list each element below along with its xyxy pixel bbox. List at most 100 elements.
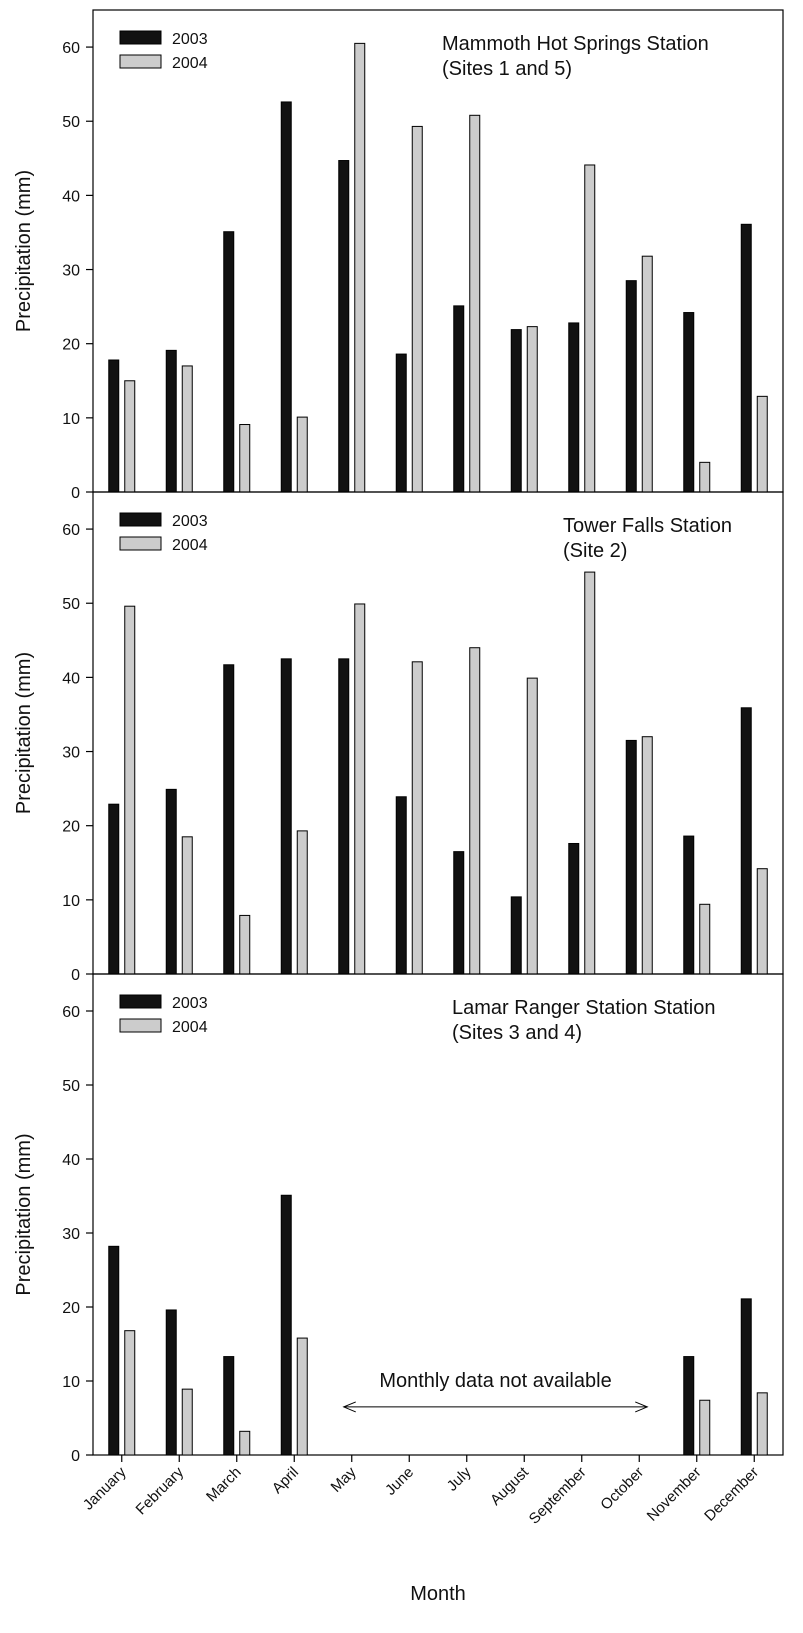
bar-2003-august — [510, 896, 522, 975]
bar-2004-january — [124, 1330, 136, 1456]
panel-title: Mammoth Hot Springs Station — [442, 33, 709, 55]
y-tick-label: 10 — [62, 411, 80, 428]
y-tick-label: 50 — [62, 1078, 80, 1095]
y-tick-label: 60 — [62, 522, 80, 539]
panel-subtitle: (Site 2) — [563, 540, 627, 562]
bar-2004-january — [124, 380, 136, 493]
bar-2004-february — [181, 1388, 193, 1456]
y-tick-label: 0 — [71, 1448, 80, 1465]
annotation-arrow-right — [635, 1401, 649, 1413]
bar-2004-march — [239, 424, 251, 493]
bar-2004-july — [469, 647, 481, 975]
legend-swatch-2004 — [119, 536, 162, 551]
month-label-january: January — [80, 1463, 130, 1513]
y-tick-label: 0 — [71, 967, 80, 984]
bar-2004-february — [181, 836, 193, 975]
bar-2004-may — [354, 42, 366, 493]
panel-subtitle: (Sites 3 and 4) — [452, 1022, 582, 1044]
x-axis-label: Month — [410, 1583, 466, 1605]
y-tick-label: 30 — [62, 745, 80, 762]
bar-2003-january — [108, 803, 120, 975]
month-label-september: September — [526, 1464, 590, 1528]
month-label-april: April — [269, 1464, 302, 1497]
bar-2003-september — [568, 322, 580, 493]
legend-label: 2003 — [172, 31, 208, 48]
y-tick-label: 60 — [62, 40, 80, 57]
y-tick-label: 40 — [62, 670, 80, 687]
y-tick-label: 10 — [62, 1374, 80, 1391]
bar-2004-august — [526, 677, 538, 975]
bar-2004-september — [584, 571, 596, 975]
bar-2004-december — [756, 868, 768, 975]
bar-2004-august — [526, 326, 538, 493]
bar-2004-october — [641, 255, 653, 493]
bar-2003-june — [395, 796, 407, 975]
bar-2003-february — [165, 1309, 177, 1456]
bar-2003-june — [395, 353, 407, 493]
bar-2003-december — [740, 1298, 752, 1456]
y-tick-label: 20 — [62, 819, 80, 836]
bar-2003-december — [740, 707, 752, 975]
month-label-march: March — [203, 1464, 244, 1505]
bar-2003-december — [740, 223, 752, 493]
bar-2003-august — [510, 329, 522, 493]
bar-2004-may — [354, 603, 366, 975]
y-tick-label: 40 — [62, 188, 80, 205]
bar-2004-february — [181, 365, 193, 493]
legend-swatch-2003 — [119, 512, 162, 527]
bar-2003-july — [453, 851, 465, 975]
bar-2004-april — [296, 830, 308, 975]
month-label-august: August — [487, 1463, 533, 1509]
month-label-june: June — [382, 1464, 417, 1499]
y-tick-label: 0 — [71, 485, 80, 502]
panel-title: Tower Falls Station — [563, 515, 732, 537]
legend-swatch-2004 — [119, 1018, 162, 1033]
legend-label: 2004 — [172, 1019, 208, 1036]
bar-2003-november — [683, 835, 695, 975]
bar-2003-april — [280, 1194, 292, 1456]
y-tick-label: 50 — [62, 114, 80, 131]
bar-2003-november — [683, 1356, 695, 1456]
bar-2004-march — [239, 1430, 251, 1456]
legend-swatch-2004 — [119, 54, 162, 69]
bar-2003-february — [165, 788, 177, 975]
plot-frame-3 — [92, 973, 784, 1456]
bar-2004-april — [296, 416, 308, 493]
plot-frame-2 — [92, 491, 784, 975]
y-axis-label: Precipitation (mm) — [13, 652, 35, 814]
bar-2003-october — [625, 280, 637, 493]
bar-2003-february — [165, 349, 177, 493]
month-label-july: July — [444, 1463, 475, 1494]
bar-2004-december — [756, 1392, 768, 1456]
bar-2003-may — [338, 658, 350, 975]
y-tick-label: 10 — [62, 893, 80, 910]
month-label-december: December — [701, 1464, 762, 1525]
y-tick-label: 50 — [62, 596, 80, 613]
bar-2003-april — [280, 101, 292, 493]
bar-2004-november — [699, 461, 711, 493]
y-tick-label: 40 — [62, 1152, 80, 1169]
bar-2004-january — [124, 605, 136, 975]
bar-2004-march — [239, 914, 251, 975]
plot-frame-1 — [92, 9, 784, 493]
bar-2003-january — [108, 359, 120, 493]
legend-swatch-2003 — [119, 994, 162, 1009]
month-label-november: November — [644, 1464, 705, 1525]
annotation-arrow-left — [342, 1401, 356, 1413]
annotation-text: Monthly data not available — [379, 1370, 611, 1392]
bar-2003-january — [108, 1245, 120, 1456]
y-tick-label: 30 — [62, 1226, 80, 1243]
legend-label: 2003 — [172, 513, 208, 530]
month-label-february: February — [133, 1463, 188, 1518]
bar-2004-november — [699, 903, 711, 975]
bar-2004-october — [641, 736, 653, 975]
y-axis-label: Precipitation (mm) — [13, 170, 35, 332]
y-tick-label: 30 — [62, 263, 80, 280]
panel-subtitle: (Sites 1 and 5) — [442, 58, 572, 80]
y-tick-label: 20 — [62, 337, 80, 354]
legend-label: 2004 — [172, 537, 208, 554]
bar-2003-october — [625, 739, 637, 975]
bar-2003-march — [223, 231, 235, 493]
bar-2003-march — [223, 664, 235, 975]
